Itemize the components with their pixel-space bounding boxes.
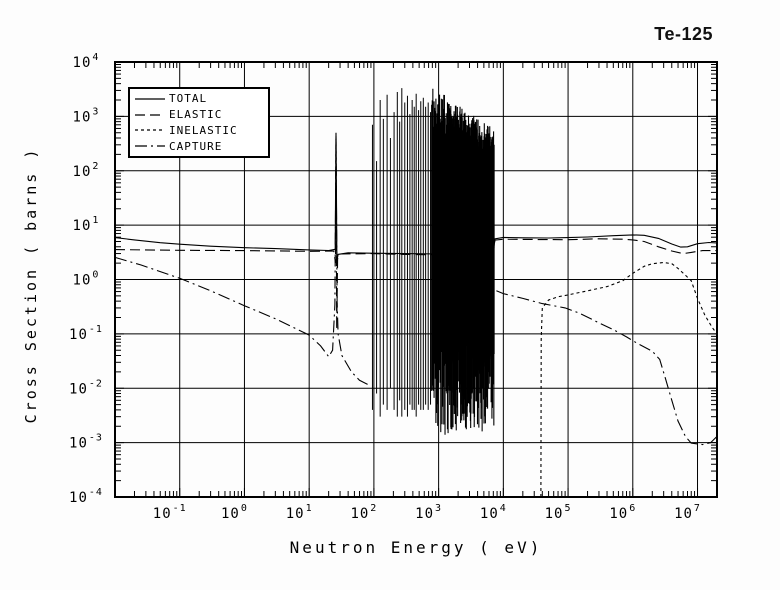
series-capture xyxy=(496,290,718,446)
x-tick-label: 101 xyxy=(286,503,313,522)
legend-line-sample-icon xyxy=(135,145,165,147)
x-tick-label: 107 xyxy=(674,503,701,522)
y-tick-label: 10-3 xyxy=(69,433,103,452)
x-tick-label: 106 xyxy=(609,503,636,522)
legend-line-sample-icon xyxy=(135,129,165,131)
plot-title: Te-125 xyxy=(654,24,713,44)
x-tick-label: 10-1 xyxy=(153,503,187,522)
legend-line-sample-icon xyxy=(135,98,165,100)
legend-label: CAPTURE xyxy=(169,139,223,153)
legend-box: TOTAL ELASTIC INELASTIC CAPTURE xyxy=(128,87,270,158)
y-tick-label: 101 xyxy=(73,215,100,234)
series-inelastic xyxy=(540,261,718,498)
y-tick-label: 10-1 xyxy=(69,324,103,343)
x-tick-label: 100 xyxy=(221,503,248,522)
y-tick-label: 10-4 xyxy=(69,487,103,506)
legend-line-sample-icon xyxy=(135,114,165,116)
legend-item-capture: CAPTURE xyxy=(134,139,268,154)
y-tick-label: 10-2 xyxy=(69,378,103,397)
legend-label: ELASTIC xyxy=(169,108,223,122)
x-tick-label: 104 xyxy=(480,503,507,522)
x-tick-label: 103 xyxy=(415,503,442,522)
x-tick-label: 105 xyxy=(545,503,572,522)
plot-frame xyxy=(114,61,718,498)
series-capture xyxy=(114,137,372,387)
x-tick-label: 102 xyxy=(350,503,377,522)
legend-item-elastic: ELASTIC xyxy=(134,107,268,122)
x-axis-title: Neutron Energy ( eV) xyxy=(289,538,543,557)
y-tick-label: 103 xyxy=(73,106,100,125)
y-tick-label: 102 xyxy=(73,161,100,180)
y-axis-title: Cross Section ( barns ) xyxy=(22,146,40,424)
legend-label: TOTAL xyxy=(169,92,208,106)
y-tick-label: 100 xyxy=(73,270,100,289)
legend-item-total: TOTAL xyxy=(134,91,268,106)
legend-item-inelastic: INELASTIC xyxy=(134,123,268,138)
y-tick-label: 104 xyxy=(73,52,100,71)
legend-label: INELASTIC xyxy=(169,123,238,137)
